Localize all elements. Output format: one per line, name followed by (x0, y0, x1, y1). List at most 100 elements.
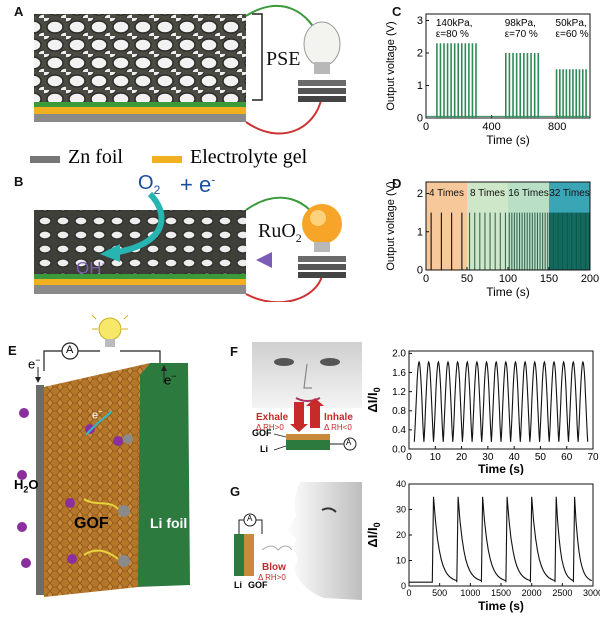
exhale-rh: Δ RH>0 (256, 423, 284, 432)
y-tick-label: 0.8 (392, 406, 406, 417)
y-tick-label: 30 (396, 505, 406, 515)
y-tick-label: 0 (401, 581, 406, 591)
panel-f-schematic (252, 342, 362, 451)
plot-frame (408, 350, 594, 450)
panel-e: E (0, 315, 210, 615)
inhale-label: Inhale (324, 412, 353, 423)
bulb-on-icon (298, 204, 346, 278)
ammeter-g-a: A (247, 514, 253, 523)
e-minus-right: e− (164, 371, 177, 388)
blow-label: Blow (262, 562, 286, 573)
panel-b-schematic (34, 191, 346, 302)
y-tick-label: 0.4 (392, 425, 406, 436)
zn-swatch (30, 156, 60, 163)
oh-label: OH- (76, 258, 106, 278)
y-tick-label: 1 (417, 80, 423, 92)
y-tick-label: 3 (417, 15, 423, 27)
response-curve (409, 496, 593, 583)
y-tick-label: 20 (396, 530, 406, 540)
ammeter-f-a: A (346, 438, 352, 447)
li-foil (136, 363, 190, 587)
face-photo (252, 342, 362, 408)
x-tick-label: 400 (482, 121, 500, 133)
gof-label-e: GOF (74, 515, 109, 532)
panel-b: B O2 + e- RuO2 OH- (0, 172, 380, 302)
burst-label: 140kPa, (436, 18, 473, 29)
gel-layer (34, 107, 246, 114)
plot-frame (425, 13, 591, 119)
chart-c: 0 400 800 0 1 2 3 140kPa,ε=80 % 98kPa,ε=70 % 50kP… (385, 13, 591, 147)
x-tick-label: 10 (430, 452, 442, 463)
panel-c: C 0 400 800 0 1 2 3 140kPa, ε=80 % 98kPa, ε=70 % 50… (380, 0, 600, 150)
panel-g-schematic (234, 482, 362, 600)
bracket (252, 13, 263, 101)
o2-label: O2 (138, 172, 161, 197)
zn-foil-label: Zn foil (68, 146, 123, 168)
panel-e-schematic (17, 315, 190, 597)
x-tick-label: 50 (461, 273, 473, 285)
ammeter-g-icon (243, 513, 257, 527)
oxygen-arrow (117, 191, 165, 255)
response-curve (413, 360, 589, 442)
ammeter-f-icon (343, 437, 357, 451)
chart-d: 4 Times 8 Times 16 Times 32 Times 0 50 100 150 2… (385, 181, 599, 299)
x-tick-label: 200 (581, 273, 599, 285)
legend: Zn foil Electrolyte gel (30, 146, 370, 172)
pse-label: PSE (266, 48, 301, 70)
burst-strain: ε=80 % (436, 29, 469, 40)
x-tick-label: 0 (423, 273, 429, 285)
panel-a: A PSE (0, 0, 380, 148)
x-tick-label: 1500 (491, 588, 511, 598)
gof-block-g (244, 534, 254, 576)
bulb-icon (298, 21, 346, 102)
y-tick-label: 1 (417, 226, 423, 238)
panel-d-label: D (392, 176, 402, 191)
y-tick-label: 0.0 (392, 444, 406, 455)
x-tick-label: 0 (423, 121, 429, 133)
li-label-g: Li (234, 580, 242, 590)
ammeter-icon (61, 342, 79, 360)
y-axis-title: Output voltage (V) (385, 181, 397, 270)
region-label: 32 Times (549, 188, 590, 199)
x-tick-label: 0 (406, 452, 412, 463)
y-tick-label: 2 (417, 48, 423, 60)
y-tick-label: 1.6 (392, 368, 406, 379)
x-axis-title: Time (s) (478, 462, 524, 475)
electrolyte-gel-label: Electrolyte gel (190, 146, 308, 168)
panel-c-label: C (392, 4, 402, 19)
region-label: 8 Times (470, 188, 505, 199)
x-axis-title: Time (s) (486, 133, 530, 147)
panel-b-label: B (14, 174, 24, 189)
y-tick-label: 40 (396, 479, 406, 489)
panel-g: G A Blow Δ RH>0 Li GOF (212, 480, 362, 620)
x-tick-label: 50 (535, 452, 547, 463)
x-tick-label: 100 (499, 273, 517, 285)
x-tick-label: 800 (548, 121, 566, 133)
burst-label: 50kPa, (556, 18, 587, 29)
y-tick-label: 10 (396, 556, 406, 566)
x-axis-title: Time (s) (486, 285, 530, 299)
x-tick-label: 2000 (522, 588, 542, 598)
purple-arrow (256, 252, 272, 268)
zn-layer (34, 114, 246, 122)
y-tick-label: 1.2 (392, 387, 406, 398)
e-minus-left: e− (28, 355, 41, 372)
region-bg (426, 182, 467, 270)
foam-layer (34, 14, 246, 102)
y-tick-label: 2 (417, 188, 423, 200)
face-profile (286, 482, 362, 600)
plus-e-label: + e- (180, 172, 216, 197)
panel-g-label: G (230, 484, 241, 499)
gof-label-f: GOF (252, 428, 272, 438)
ammeter-a: A (66, 344, 74, 356)
y-axis-title: ΔI/I0 (365, 387, 382, 412)
h2o-label: H2O (14, 477, 39, 495)
gof-label-g: GOF (248, 580, 268, 590)
burst-strain: ε=70 % (505, 29, 538, 40)
gof-body (44, 363, 150, 597)
x-tick-label: 1000 (460, 588, 480, 598)
y-tick-label: 0 (417, 265, 423, 277)
panel-d: D 4 Times 8 Times 16 Times 32 Times 0 50 100 15… (380, 172, 600, 300)
